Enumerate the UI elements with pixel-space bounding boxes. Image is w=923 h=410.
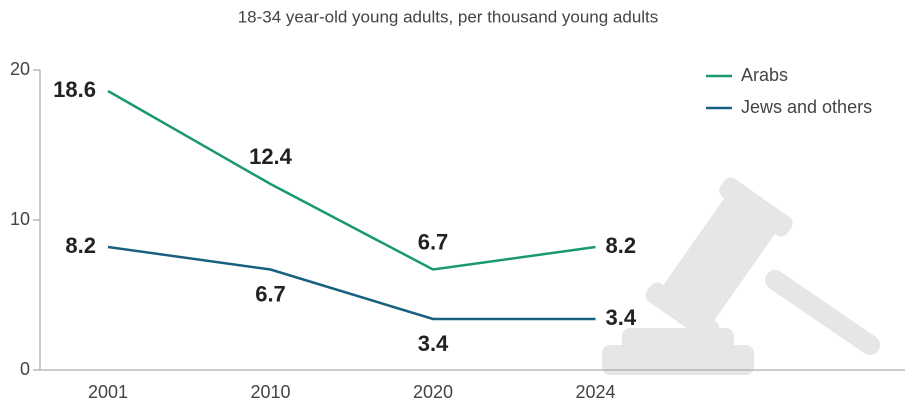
x-tick-label: 2001: [88, 382, 128, 402]
data-label: 3.4: [606, 305, 637, 330]
legend-label: Jews and others: [741, 97, 872, 117]
y-tick-label: 20: [10, 59, 30, 79]
y-tick-label: 10: [10, 209, 30, 229]
data-label: 6.7: [418, 229, 449, 254]
series-line: [107, 89, 596, 271]
series-line: [107, 245, 596, 321]
legend-label: Arabs: [741, 65, 788, 85]
x-tick-label: 2010: [250, 382, 290, 402]
data-label: 8.2: [65, 233, 96, 258]
x-tick-label: 2024: [575, 382, 615, 402]
data-label: 18.6: [53, 77, 96, 102]
data-label: 12.4: [249, 144, 293, 169]
y-tick-label: 0: [20, 359, 30, 379]
gavel-icon: [602, 177, 880, 375]
x-tick-label: 2020: [413, 382, 453, 402]
data-label: 6.7: [255, 281, 286, 306]
chart-subtitle: 18-34 year-old young adults, per thousan…: [238, 7, 659, 26]
data-label: 3.4: [418, 331, 449, 356]
data-label: 8.2: [606, 233, 637, 258]
